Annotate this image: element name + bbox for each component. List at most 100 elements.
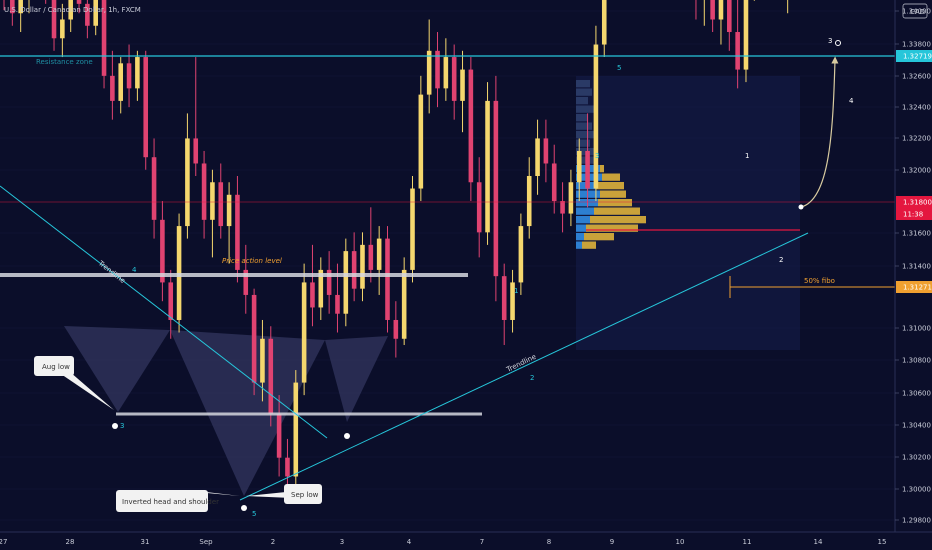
x-tick-label: 31 xyxy=(141,538,150,546)
candle-body xyxy=(451,57,457,101)
wave-label-5-top: 5 xyxy=(617,64,621,72)
candle-body xyxy=(526,176,532,227)
candle-body xyxy=(501,276,507,320)
symbol-title: U.S. Dollar / Canadian Dollar, 1h, FXCM xyxy=(4,6,141,14)
candle-body xyxy=(343,251,349,314)
y-tick-label: 1.30200 xyxy=(902,454,931,462)
x-tick-label: 10 xyxy=(676,538,685,546)
candle-body xyxy=(293,382,299,477)
price-action-level-label: Price action level xyxy=(222,257,282,265)
candle-body xyxy=(101,0,107,76)
volume-profile-bar-right xyxy=(602,173,620,181)
volume-profile-bar-left xyxy=(576,224,586,232)
candle-body xyxy=(310,282,315,308)
candle-body xyxy=(551,163,557,202)
candle-body xyxy=(326,269,332,295)
candle-body xyxy=(243,269,249,295)
volume-profile-bar-left xyxy=(576,114,588,122)
inverted-hs-callout-box xyxy=(116,490,208,512)
y-tick-label: 1.29800 xyxy=(902,517,931,525)
candle-body xyxy=(443,57,449,89)
candle-body xyxy=(226,194,232,227)
x-tick-label: 9 xyxy=(610,538,614,546)
time-axis-panel xyxy=(0,532,932,550)
candle-body xyxy=(601,0,607,45)
x-tick-label: 27 xyxy=(0,538,7,546)
pin-marker-head xyxy=(241,505,247,511)
candle-body xyxy=(468,69,474,183)
candle-body xyxy=(418,94,424,189)
candle-body xyxy=(743,0,749,70)
y-tick-label: 1.34000 xyxy=(902,8,931,16)
candle-body xyxy=(368,244,374,270)
candle-body xyxy=(393,319,399,339)
right-shoulder-triangle xyxy=(325,336,388,422)
wave-label-2-mid: 2 xyxy=(530,374,534,382)
x-tick-label: 14 xyxy=(814,538,823,546)
price-badge-label: 1.31800 xyxy=(903,199,932,207)
y-tick-label: 1.31400 xyxy=(902,263,931,271)
projection-curve xyxy=(800,56,839,208)
candle-body xyxy=(543,138,549,164)
inverted-hs-callout: Inverted head and shoulder xyxy=(116,490,240,512)
candle-body xyxy=(535,138,540,176)
candle-body xyxy=(335,294,340,314)
wave-label-4-left: 4 xyxy=(132,266,137,274)
currency-tag-text: CAD xyxy=(910,8,925,16)
candle-body xyxy=(60,19,65,39)
x-tick-label: 3 xyxy=(340,538,344,546)
x-tick-label: 7 xyxy=(480,538,484,546)
candle-body xyxy=(268,338,274,414)
volume-profile-bar-right xyxy=(600,190,626,198)
price-badge-label: 11:38 xyxy=(903,211,923,219)
volume-profile-bar-left xyxy=(576,207,594,215)
x-tick-label: 15 xyxy=(878,538,887,546)
price-badge-layer: 1.32719 1.31800 11:38 1.31271 xyxy=(896,50,932,293)
candle-body xyxy=(218,182,224,227)
candle-body xyxy=(51,0,57,39)
pin-marker-aug-low xyxy=(112,423,118,429)
volume-profile-bar-right xyxy=(600,165,604,173)
x-tick-label: Sep xyxy=(199,538,213,546)
candle-body xyxy=(460,69,465,101)
volume-profile-bar-right xyxy=(596,182,624,190)
pin-marker-top xyxy=(835,40,841,46)
y-tick-label: 1.32400 xyxy=(902,104,931,112)
aug-low-callout: Aug low xyxy=(34,356,114,410)
y-tick-label: 1.30000 xyxy=(902,486,931,494)
resistance-zone-label: Resistance zone xyxy=(36,58,93,66)
volume-profile-bar-left xyxy=(576,105,594,113)
y-tick-label: 1.33800 xyxy=(902,41,931,49)
candle-body xyxy=(318,269,324,308)
descending-trendline xyxy=(0,185,328,439)
volume-profile-bar-right xyxy=(590,216,646,224)
price-badge xyxy=(896,281,932,293)
candle-layer xyxy=(3,0,789,502)
aug-low-callout-text: Aug low xyxy=(42,363,70,371)
sep-low-callout-text: Sep low xyxy=(291,491,319,499)
candle-body xyxy=(576,150,582,183)
candle-body xyxy=(585,150,590,189)
price-badge xyxy=(896,208,932,220)
candle-body xyxy=(476,182,482,233)
candle-body xyxy=(126,63,132,89)
candle-body xyxy=(426,50,432,95)
candle-body xyxy=(593,44,599,189)
candle-body xyxy=(193,138,199,164)
candle-body xyxy=(385,238,390,320)
y-tick-label: 1.32600 xyxy=(902,73,931,81)
volume-profile-bar-left xyxy=(576,80,590,88)
wave-label-4-right: 4 xyxy=(849,97,854,105)
left-shoulder-triangle xyxy=(64,326,170,412)
x-tick-label: 4 xyxy=(407,538,412,546)
fibo-label: 50% fibo xyxy=(804,277,835,285)
sep-low-callout-box xyxy=(284,484,322,504)
volume-profile-bar-right xyxy=(586,224,638,232)
candle-body xyxy=(493,100,499,277)
volume-profile-bar-left xyxy=(576,122,592,130)
candle-body xyxy=(201,163,207,220)
candle-body xyxy=(560,201,565,214)
volume-profile-bar-left xyxy=(576,139,590,147)
